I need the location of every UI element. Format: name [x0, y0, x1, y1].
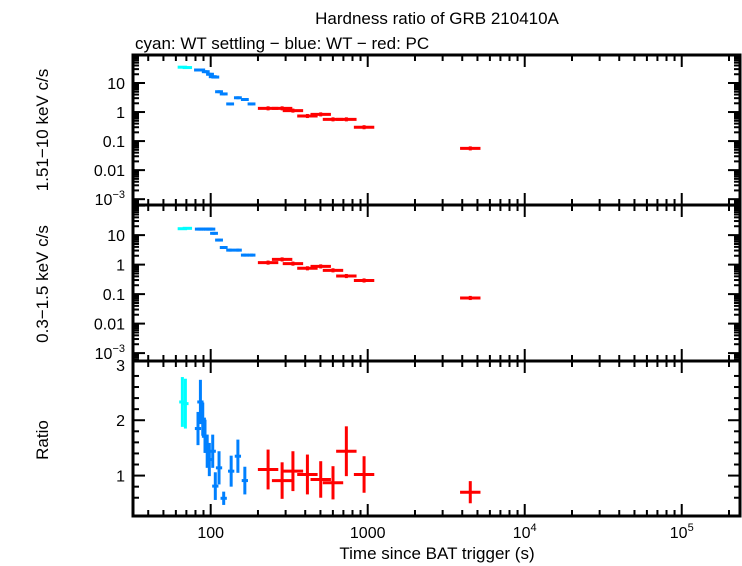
- panel-frame-soft: [131, 203, 742, 363]
- y-tick-label: 0.01: [94, 163, 125, 180]
- y-tick-label: 10: [107, 76, 125, 93]
- y-axis-label-ratio: Ratio: [33, 420, 52, 460]
- tick-exponent: 5: [688, 522, 694, 534]
- tick-exponent: 4: [531, 522, 537, 534]
- x-tick-label: 1000: [350, 525, 386, 542]
- y-tick-label: 0.01: [94, 317, 125, 334]
- y-tick-label: 0.1: [103, 287, 125, 304]
- y-tick-label: 10: [107, 228, 125, 245]
- y-tick-label: 10−3: [95, 189, 125, 209]
- tick-exponent: −3: [112, 343, 125, 355]
- y-tick-label: 1: [116, 469, 125, 486]
- y-tick-label: 0.1: [103, 134, 125, 151]
- panel-frame-hard: [131, 53, 742, 207]
- y-axis-label-hard: 1.51−10 keV c/s: [33, 69, 52, 191]
- y-tick-label: 3: [116, 358, 125, 375]
- y-tick-label: 1: [116, 105, 125, 122]
- y-axis-label-soft: 0.3−1.5 keV c/s: [33, 225, 52, 343]
- y-tick-label: 1: [116, 258, 125, 275]
- panel-frame-ratio: [131, 359, 742, 518]
- tick-exponent: −3: [112, 189, 125, 201]
- x-axis-label: Time since BAT trigger (s): [339, 544, 534, 563]
- x-tick-label: 104: [513, 522, 537, 542]
- y-tick-label: 2: [116, 413, 125, 430]
- x-tick-label: 105: [670, 522, 694, 542]
- x-tick-label: 100: [197, 525, 224, 542]
- chart-subtitle: cyan: WT settling − blue: WT − red: PC: [135, 34, 429, 53]
- chart-title: Hardness ratio of GRB 210410A: [315, 9, 559, 28]
